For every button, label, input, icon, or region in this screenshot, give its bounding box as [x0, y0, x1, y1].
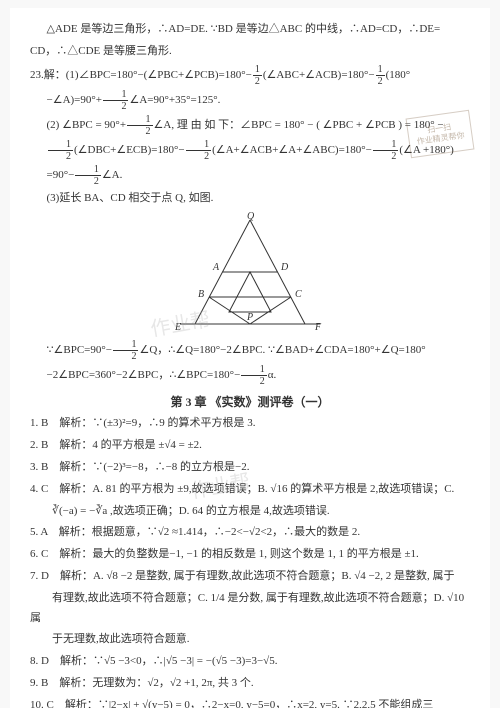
q7a: 7. D 解析：A. √8 −2 是整数, 属于有理数,故此选项不符合题意；B.… [30, 567, 470, 587]
p23-l2-b: ∠A=90°+35°=125°. [129, 94, 220, 106]
page-sheet: 作业帮 作业帮 扫一扫 作业精灵帮你 △ADE 是等边三角形，∴AD=DE. ∵… [10, 8, 490, 708]
lbl-Q: Q [247, 212, 255, 222]
ad-l2-a: −2∠BPC=360°−2∠BPC，∴∠BPC=180°− [47, 369, 241, 381]
half-frac-3: 12 [103, 89, 129, 112]
lbl-C: C [295, 289, 302, 300]
lbl-B: B [198, 289, 204, 300]
lbl-E: E [175, 322, 181, 332]
p23-l1: 23.解：(1)∠BPC=180°−(∠PBC+∠PCB)=180°−12(∠A… [30, 64, 470, 87]
p23-l1-c: (180° [386, 69, 411, 81]
q7c: 于无理数,故此选项符合题意. [30, 630, 470, 650]
lbl-F: F [314, 322, 322, 332]
p23-p4-a: =90°− [47, 169, 75, 181]
half-frac-4: 12 [127, 114, 153, 137]
top-line-1: △ADE 是等边三角形，∴AD=DE. ∵BD 是等边△ABC 的中线，∴AD=… [30, 20, 470, 40]
p23-l1-a: 23.解：(1)∠BPC=180°−(∠PBC+∠PCB)=180°− [30, 69, 252, 81]
q6: 6. C 解析：最大的负整数是−1, −1 的相反数是 1, 则这个数是 1, … [30, 545, 470, 565]
p23-p2-a: (2) ∠BPC = 90°+ [47, 119, 127, 131]
half-frac-6: 12 [186, 139, 212, 162]
top-line-2: CD，∴△CDE 是等腰三角形. [30, 42, 470, 62]
q4b: ∛(−a) = −∛a ,故选项正确；D. 64 的立方根是 4,故选项错误. [30, 502, 470, 522]
after-diag-l1: ∵∠BPC=90°−12∠Q，∴∠Q=180°−2∠BPC. ∵∠BAD+∠CD… [30, 339, 470, 362]
q1: 1. B 解析：∵(±3)²=9，∴9 的算术平方根是 3. [30, 414, 470, 434]
half-frac-10: 12 [241, 364, 267, 387]
half-frac-9: 12 [113, 339, 139, 362]
section-title: 第 3 章 《实数》测评卷（一） [30, 393, 470, 410]
q8: 8. D 解析：∵√5 −3<0，∴|√5 −3| = −(√5 −3)=3−√… [30, 652, 470, 672]
q4a: 4. C 解析：A. 81 的平方根为 ±9,故选项错误；B. √16 的算术平… [30, 480, 470, 500]
p23-p4: =90°−12∠A. [30, 164, 470, 187]
half-frac-7: 12 [373, 139, 399, 162]
ad-l1-a: ∵∠BPC=90°− [47, 344, 112, 356]
p23-l2: −∠A)=90°+12∠A=90°+35°=125°. [30, 89, 470, 112]
q5: 5. A 解析：根据题意，∵√2 ≈1.414，∴−2<−√2<2，∴最大的数是… [30, 523, 470, 543]
p23-p2-b: ∠A, 理 由 如 下：∠BPC = 180° − ( ∠PBC + ∠PCB … [154, 119, 444, 131]
lbl-D: D [280, 262, 289, 273]
q10: 10. C 解析：∵|2−x| + √(y−5) = 0，∴2−x=0, y−5… [30, 696, 470, 708]
p23-p3-b: (∠A+∠ACB+∠A+∠ABC)=180°− [212, 144, 372, 156]
half-frac: 12 [253, 64, 262, 87]
p23-p3-a: (∠DBC+∠ECB)=180°− [74, 144, 185, 156]
p23-p4-b: ∠A. [102, 169, 123, 181]
triangle-svg: Q A D B E P C F [175, 212, 325, 332]
q3: 3. B 解析：∵(−2)³=−8，∴−8 的立方根是−2. [30, 458, 470, 478]
after-diag-l2: −2∠BPC=360°−2∠BPC，∴∠BPC=180°−12α. [30, 364, 470, 387]
p23-p3: 12(∠DBC+∠ECB)=180°−12(∠A+∠ACB+∠A+∠ABC)=1… [30, 139, 470, 162]
p23-p2: (2) ∠BPC = 90°+12∠A, 理 由 如 下：∠BPC = 180°… [30, 114, 470, 137]
p23-l1-b: (∠ABC+∠ACB)=180°− [263, 69, 375, 81]
ad-l1-b: ∠Q，∴∠Q=180°−2∠BPC. ∵∠BAD+∠CDA=180°+∠Q=18… [139, 344, 425, 356]
half-frac-2: 12 [376, 64, 385, 87]
q9: 9. B 解析：无理数为：√2，√2 +1, 2π, 共 3 个. [30, 674, 470, 694]
p23-p5: (3)延长 BA、CD 相交于点 Q, 如图. [30, 189, 470, 209]
half-frac-8: 12 [75, 164, 101, 187]
triangle-diagram: Q A D B E P C F [30, 212, 470, 335]
p23-l2-a: −∠A)=90°+ [47, 94, 102, 106]
lbl-P: P [246, 312, 253, 323]
half-frac-5: 12 [48, 139, 74, 162]
p23-p3-c: (∠A +180°) [399, 144, 453, 156]
q2: 2. B 解析：4 的平方根是 ±√4 = ±2. [30, 436, 470, 456]
ad-l2-b: α. [268, 369, 277, 381]
lbl-A: A [212, 262, 220, 273]
q7b: 有理数,故此选项不符合题意；C. 1/4 是分数, 属于有理数,故此选项不符合题… [30, 589, 470, 629]
